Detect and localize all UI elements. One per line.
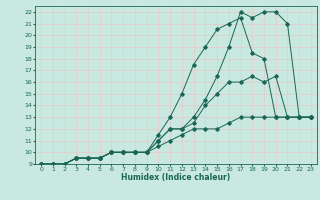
X-axis label: Humidex (Indice chaleur): Humidex (Indice chaleur) (121, 173, 231, 182)
